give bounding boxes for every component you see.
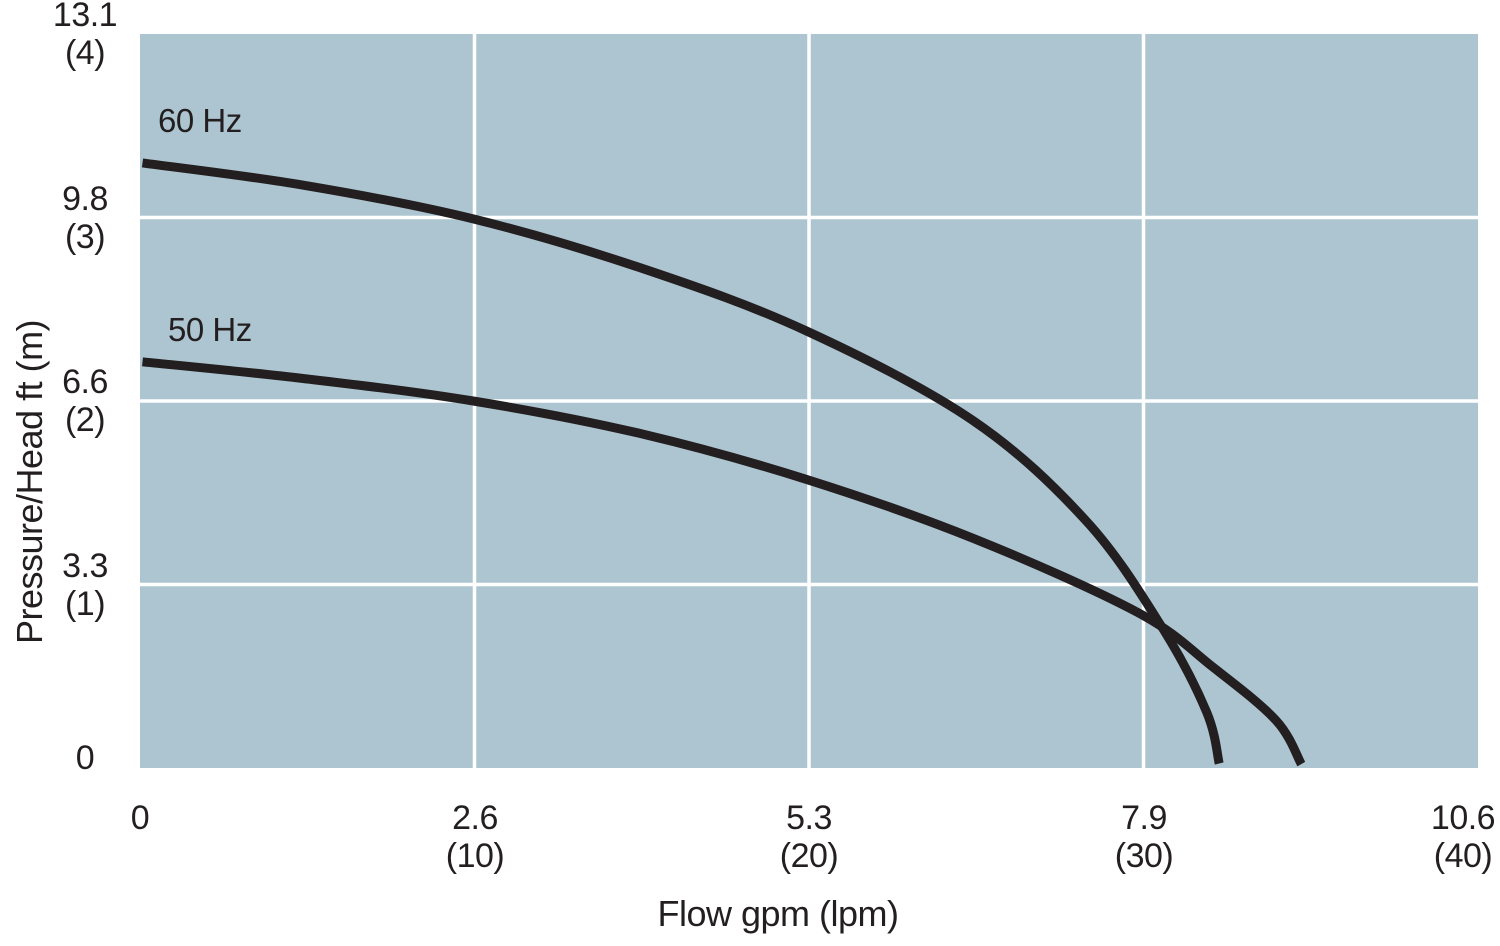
y-tick-label: 13.1 (4) [18,0,152,72]
x-tick-label: 7.9 (30) [1059,799,1229,875]
y-tick-ft: 3.3 [62,547,108,585]
x-tick-lpm: (30) [1114,837,1174,875]
x-axis-title: Flow gpm (lpm) [657,893,899,934]
y-tick-m: (3) [64,218,106,256]
y-tick-m: (4) [64,34,106,72]
y-tick-ft: 13.1 [52,0,118,34]
y-tick-ft: 6.6 [62,363,108,401]
y-tick-ft: 0 [75,739,95,777]
y-tick-m: (2) [64,401,106,439]
x-tick-label: 2.6 (10) [390,799,560,875]
x-tick-lpm: (20) [779,837,839,875]
curve-label-50-hz: 50 Hz [168,311,252,348]
x-tick-lpm: (40) [1433,837,1493,875]
y-tick-label: 9.8 (3) [18,180,152,256]
x-tick-gpm: 0 [130,799,150,837]
x-tick-gpm: 2.6 [452,799,498,837]
y-tick-label: 6.6 (2) [18,363,152,439]
y-tick-label: 3.3 (1) [18,547,152,623]
y-tick-m: (1) [64,585,106,623]
x-tick-gpm: 5.3 [786,799,832,837]
x-tick-label: 0 [55,799,225,837]
x-tick-label: 10.6 (40) [1378,799,1500,875]
curve-label-60-hz: 60 Hz [158,102,242,139]
x-tick-gpm: 7.9 [1121,799,1167,837]
y-tick-ft: 9.8 [62,180,108,218]
x-tick-label: 5.3 (20) [724,799,894,875]
y-tick-label: 0 [18,739,152,777]
curve-50-hz [142,357,1306,767]
x-tick-gpm: 10.6 [1430,799,1496,837]
x-tick-lpm: (10) [445,837,505,875]
